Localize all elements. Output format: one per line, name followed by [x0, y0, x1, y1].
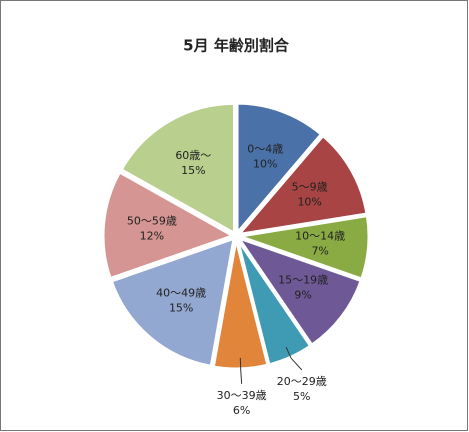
category-label: 60歳～	[175, 149, 211, 162]
category-label: 15～19歳	[278, 273, 328, 286]
category-label: 50～59歳	[127, 215, 177, 228]
value-label: 7%	[311, 244, 328, 257]
value-label: 10%	[253, 158, 277, 171]
value-label: 9%	[294, 288, 311, 301]
value-label: 12%	[140, 230, 164, 243]
category-label: 5～9歳	[292, 181, 328, 194]
chart-title: 5月 年齢別割合	[183, 37, 290, 55]
pie-slice	[234, 234, 364, 348]
category-label: 10～14歳	[295, 229, 345, 242]
category-label: 0～4歳	[247, 143, 283, 156]
value-label: 5%	[293, 390, 310, 403]
pie-slice	[119, 101, 236, 236]
value-label: 15%	[169, 301, 193, 314]
pie-slice	[235, 101, 324, 238]
value-label: 15%	[181, 164, 205, 177]
value-label: 10%	[297, 196, 321, 209]
leader-line	[239, 357, 243, 384]
pie-slice	[234, 133, 369, 237]
category-label: 20～29歳	[277, 375, 327, 388]
category-label: 40～49歳	[156, 286, 206, 299]
pie-slice	[238, 213, 371, 281]
category-label: 30～39歳	[217, 389, 267, 402]
pie-slice	[101, 170, 237, 281]
pie-slice	[109, 236, 236, 369]
value-label: 6%	[233, 404, 250, 417]
leader-line	[285, 347, 303, 371]
